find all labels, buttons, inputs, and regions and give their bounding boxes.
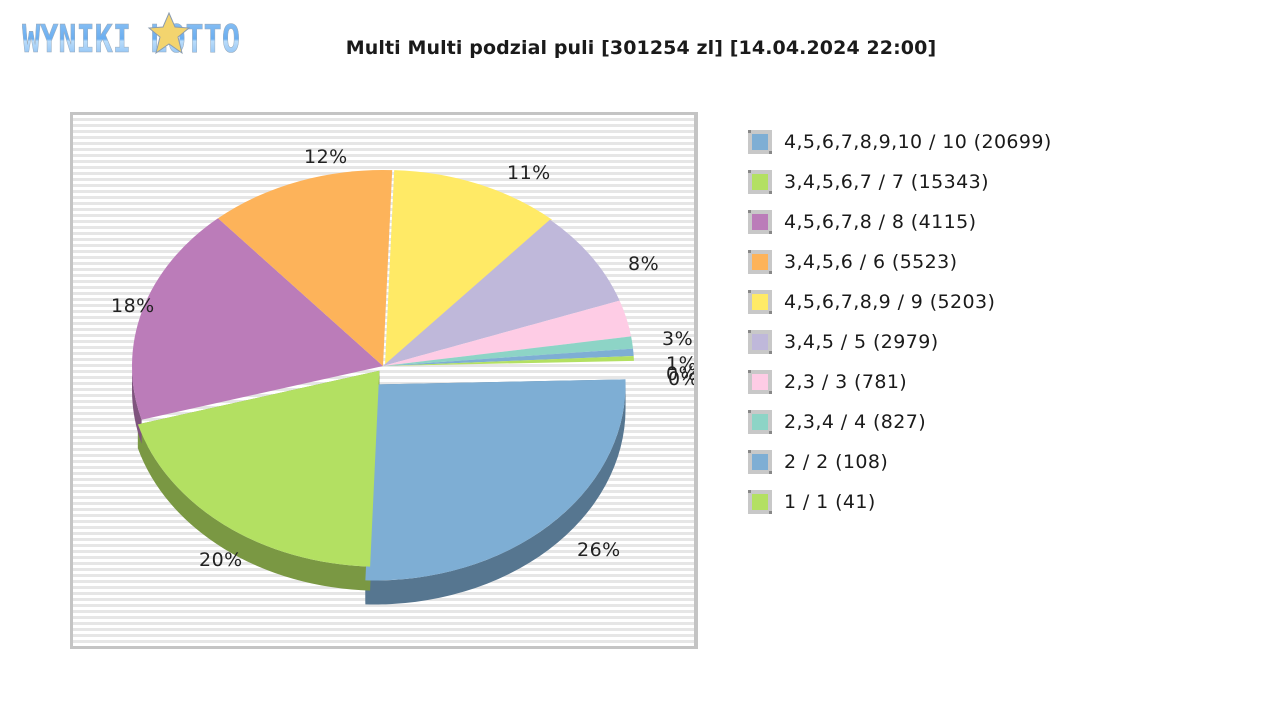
slice-percent-label: 12% [304,146,348,168]
legend-label: 3,4,5,6,7 / 7 (15343) [784,171,989,193]
star-icon [147,12,191,55]
legend-swatch [748,290,772,314]
pie-slice [217,170,393,366]
pie-slice [383,219,620,366]
legend-item: 3,4,5,6,7 / 7 (15343) [748,162,1052,202]
legend-item: 3,4,5,6 / 6 (5523) [748,242,1052,282]
legend-label: 4,5,6,7,8,9,10 / 10 (20699) [784,131,1052,153]
wyniki-lotto-logo: WYNIKI LOTTO [22,12,240,58]
slice-percent-label: 18% [111,295,155,317]
legend-swatch [748,250,772,274]
legend-item: 3,4,5 / 5 (2979) [748,322,1052,362]
logo-text: WYNIKI LOTTO [22,17,240,58]
pie-plot-area: 26% 20% 18% 12% 11% 8% 3% 1%0%0% [70,112,698,649]
slice-percent-label: 20% [199,549,243,571]
slice-percent-label: 3% [662,328,693,350]
legend-swatch [748,490,772,514]
legend-swatch [748,330,772,354]
legend-swatch [748,410,772,434]
legend-item: 1 / 1 (41) [748,482,1052,522]
legend-item: 4,5,6,7,8 / 8 (4115) [748,202,1052,242]
legend-item: 2 / 2 (108) [748,442,1052,482]
legend-label: 3,4,5,6 / 6 (5523) [784,251,958,273]
pie-slice-side [365,384,626,605]
legend-label: 3,4,5 / 5 (2979) [784,331,939,353]
legend-item: 4,5,6,7,8,9 / 9 (5203) [748,282,1052,322]
legend-label: 2,3,4 / 4 (827) [784,411,927,433]
pie-slice [365,379,626,581]
legend-swatch [748,130,772,154]
legend-label: 2 / 2 (108) [784,451,889,473]
legend-label: 2,3 / 3 (781) [784,371,908,393]
pie-slice [383,355,634,366]
legend-label: 1 / 1 (41) [784,491,876,513]
legend-item: 2,3,4 / 4 (827) [748,402,1052,442]
pie-slice-side [137,424,371,591]
pie-slice [383,348,634,366]
pie-chart: 26% 20% 18% 12% 11% 8% 3% 1%0%0% [111,146,694,605]
chart-title: Multi Multi podzial puli [301254 zl] [14… [345,37,937,59]
pie-slice [383,300,632,366]
legend-swatch [748,210,772,234]
slice-percent-label: 0% [666,363,694,385]
legend-swatch [748,170,772,194]
slice-percent-label: 26% [577,539,621,561]
legend-label: 4,5,6,7,8 / 8 (4115) [784,211,977,233]
pie-slice [385,170,552,366]
slice-percent-label: 11% [507,162,551,184]
pie-slice [137,370,380,567]
legend: 4,5,6,7,8,9,10 / 10 (20699) 3,4,5,6,7 / 7… [748,122,1052,522]
legend-swatch [748,370,772,394]
legend-swatch [748,450,772,474]
legend-label: 4,5,6,7,8,9 / 9 (5203) [784,291,996,313]
slice-percent-label: 8% [628,253,659,275]
slice-percent-label: 1% [666,353,694,375]
pie-slice [132,218,383,420]
slice-percent-label: 0% [668,368,694,390]
pie-slice [383,336,634,366]
legend-item: 4,5,6,7,8,9,10 / 10 (20699) [748,122,1052,162]
legend-item: 2,3 / 3 (781) [748,362,1052,402]
